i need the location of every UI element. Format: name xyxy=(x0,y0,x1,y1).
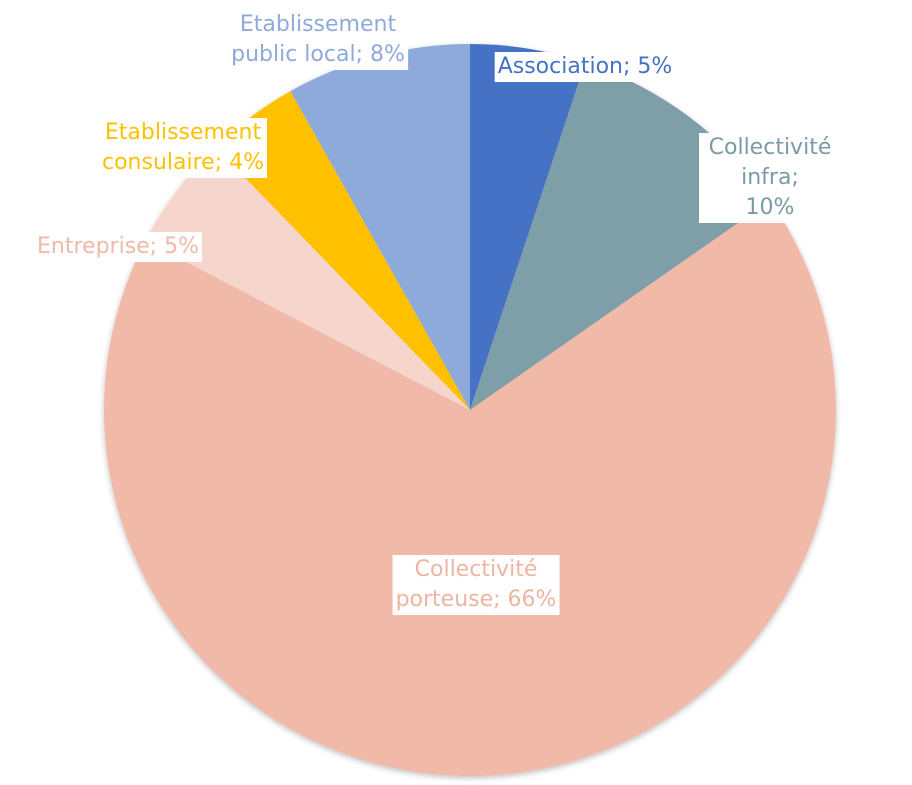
data-label: Etablissement public local; 8% xyxy=(228,10,408,70)
data-label: Association; 5% xyxy=(494,52,676,82)
pie-slice xyxy=(470,62,771,410)
pie-slice xyxy=(103,200,837,777)
pie-slice xyxy=(290,44,470,410)
data-label: Collectivité infra; 10% xyxy=(699,133,841,223)
slices xyxy=(103,44,837,777)
pie-slice xyxy=(145,147,471,410)
pie-slice xyxy=(215,91,470,410)
pie-slice xyxy=(470,44,586,410)
data-label: Etablissement consulaire; 4% xyxy=(98,118,268,178)
data-label: Collectivité porteuse; 66% xyxy=(392,555,560,615)
data-label: Entreprise; 5% xyxy=(34,232,202,262)
